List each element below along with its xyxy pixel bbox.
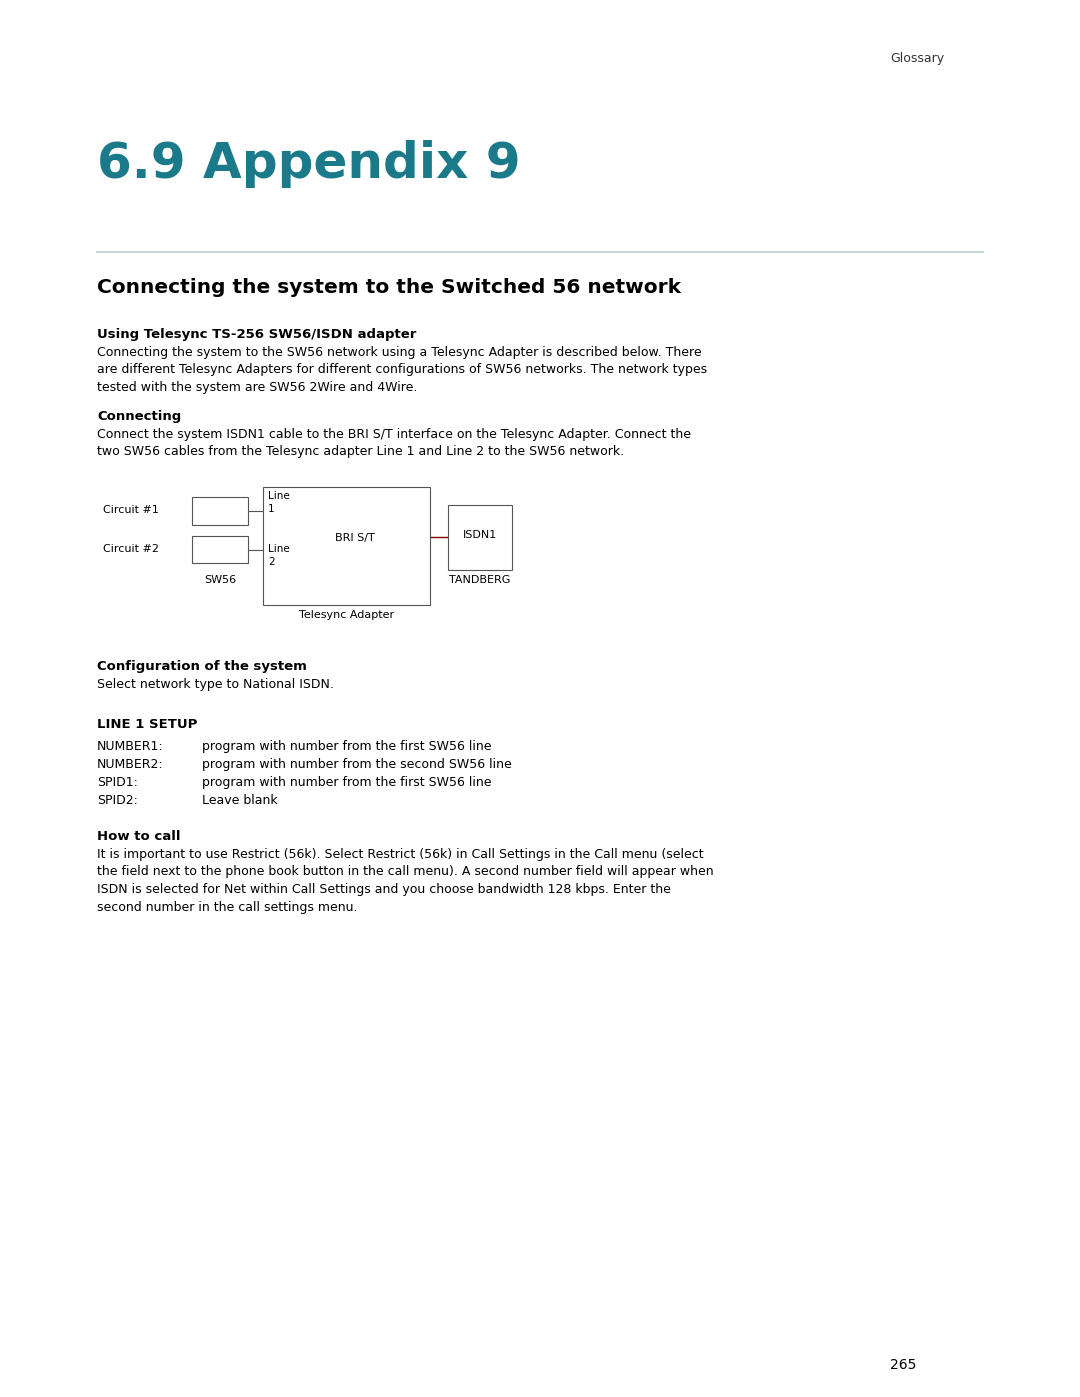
Text: Configuration of the system: Configuration of the system — [97, 659, 307, 673]
Text: Line: Line — [268, 490, 289, 502]
Text: SPID1:: SPID1: — [97, 775, 138, 789]
Text: It is important to use Restrict (56k). Select Restrict (56k) in Call Settings in: It is important to use Restrict (56k). S… — [97, 848, 714, 914]
Bar — [192, 497, 248, 525]
Text: Circuit #1: Circuit #1 — [103, 504, 159, 515]
Text: program with number from the second SW56 line: program with number from the second SW56… — [202, 759, 512, 771]
Bar — [192, 536, 248, 563]
Text: 265: 265 — [890, 1358, 916, 1372]
Text: ISDN1: ISDN1 — [463, 531, 497, 541]
Text: 1: 1 — [268, 504, 274, 514]
Text: Line: Line — [268, 543, 289, 555]
Text: Connecting: Connecting — [97, 409, 181, 423]
Text: Circuit #2: Circuit #2 — [103, 543, 159, 553]
Text: SPID2:: SPID2: — [97, 793, 138, 807]
Text: LINE 1 SETUP: LINE 1 SETUP — [97, 718, 198, 731]
Text: BRI S/T: BRI S/T — [335, 534, 375, 543]
Text: Connect the system ISDN1 cable to the BRI S/T interface on the Telesync Adapter.: Connect the system ISDN1 cable to the BR… — [97, 427, 691, 458]
Text: Glossary: Glossary — [890, 52, 944, 66]
Text: How to call: How to call — [97, 830, 180, 842]
Text: TANDBERG: TANDBERG — [449, 576, 511, 585]
Text: 6.9 Appendix 9: 6.9 Appendix 9 — [97, 140, 521, 189]
Text: Select network type to National ISDN.: Select network type to National ISDN. — [97, 678, 334, 692]
Bar — [448, 504, 512, 570]
Text: 2: 2 — [268, 557, 274, 567]
Text: Leave blank: Leave blank — [202, 793, 278, 807]
Bar — [264, 488, 430, 605]
Text: Telesync Adapter: Telesync Adapter — [299, 610, 394, 620]
Text: NUMBER2:: NUMBER2: — [97, 759, 164, 771]
Text: program with number from the first SW56 line: program with number from the first SW56 … — [202, 775, 491, 789]
Text: program with number from the first SW56 line: program with number from the first SW56 … — [202, 740, 491, 753]
Text: Connecting the system to the Switched 56 network: Connecting the system to the Switched 56… — [97, 278, 681, 298]
Text: SW56: SW56 — [204, 576, 237, 585]
Text: NUMBER1:: NUMBER1: — [97, 740, 164, 753]
Text: Using Telesync TS-256 SW56/ISDN adapter: Using Telesync TS-256 SW56/ISDN adapter — [97, 328, 417, 341]
Text: Connecting the system to the SW56 network using a Telesync Adapter is described : Connecting the system to the SW56 networ… — [97, 346, 707, 394]
